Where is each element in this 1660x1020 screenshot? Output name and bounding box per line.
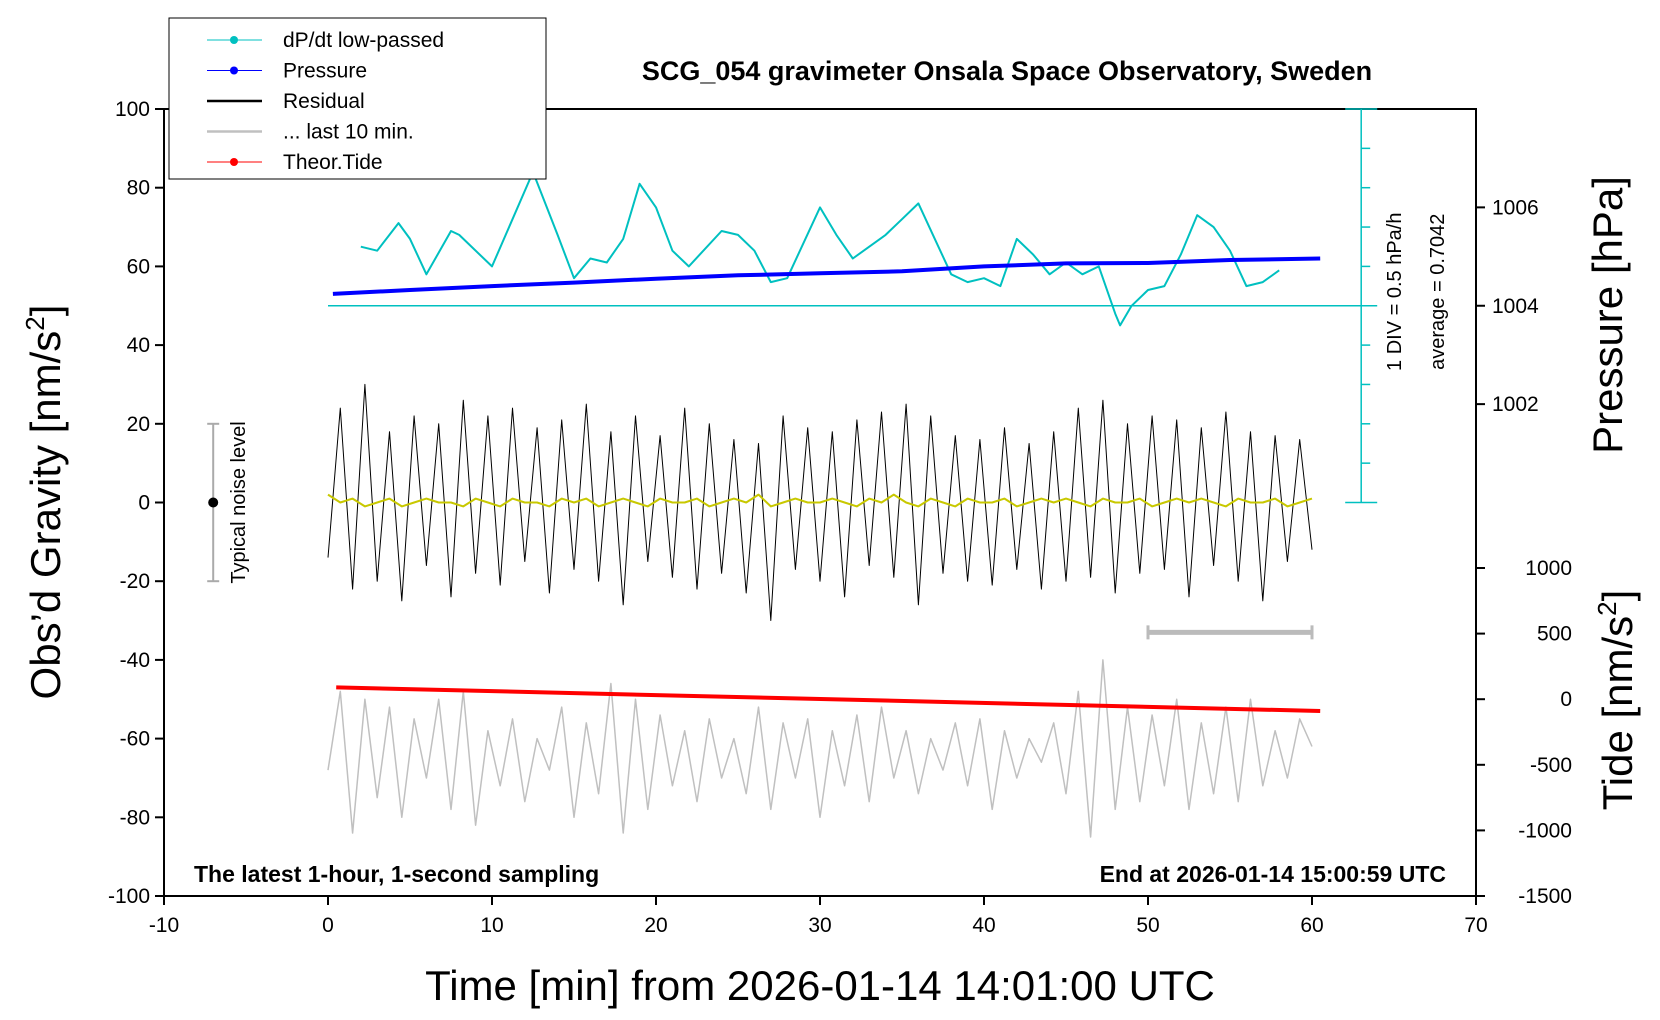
y-tick-label: -60 (120, 728, 150, 751)
legend-label: dP/dt low-passed (283, 29, 444, 52)
y-tick-label: 40 (127, 334, 150, 357)
legend-box (168, 17, 547, 180)
note-right: End at 2026-01-14 15:00:59 UTC (1100, 861, 1446, 887)
y3-tick-label: -1000 (1518, 819, 1572, 842)
note-left: The latest 1-hour, 1-second sampling (194, 861, 599, 887)
x-tick-label: 70 (1464, 914, 1487, 937)
x-tick-label: 10 (480, 914, 503, 937)
y3-tick-label: -500 (1530, 754, 1572, 777)
chart-title: SCG_054 gravimeter Onsala Space Observat… (642, 56, 1372, 86)
legend-label: Theor.Tide (283, 151, 383, 174)
y-tick-label: -80 (120, 806, 150, 829)
y-tick-label: 60 (127, 255, 150, 278)
y-tick-label: -100 (108, 885, 150, 908)
y-tick-label: 80 (127, 177, 150, 200)
x-tick-label: -10 (149, 914, 179, 937)
dpdt-div-label: 1 DIV = 0.5 hPa/h (1384, 213, 1406, 371)
x-axis-label: Time [min] from 2026-01-14 14:01:00 UTC (425, 962, 1215, 1009)
x-tick-label: 50 (1136, 914, 1159, 937)
noise-bar-center (208, 497, 219, 508)
legend: dP/dt low-passed Pressure Residual ... last… (168, 17, 547, 180)
series-line (360, 171, 1280, 327)
y3-tick-label: 1000 (1525, 557, 1572, 580)
y3-tick-label: -1500 (1518, 885, 1572, 908)
y-tick-label: 20 (127, 413, 150, 436)
legend-marker (230, 66, 238, 75)
x-tick-label: 30 (808, 914, 831, 937)
y3-axis-label-sup: 2 (1592, 601, 1622, 615)
y-axis-label-end: ] (22, 305, 69, 317)
series-line (327, 493, 1313, 508)
series-line (336, 685, 1321, 713)
y-axis-label: Obs’d Gravity [nm/s2] (20, 305, 69, 700)
x-tick-label: 20 (644, 914, 667, 937)
legend-marker (230, 158, 238, 166)
y2-tick-label: 1004 (1492, 295, 1539, 318)
y-tick-label: 0 (138, 492, 150, 515)
y2-tick-label: 1002 (1492, 393, 1539, 416)
noise-bar-label: Typical noise level (228, 421, 250, 583)
y3-axis-label-text: Tide [nm/s (1594, 616, 1641, 811)
y2-axis-label: Pressure [hPa] (1584, 176, 1631, 454)
y-tick-label: -20 (120, 570, 150, 593)
series-line (327, 383, 1313, 621)
y3-tick-label: 500 (1537, 623, 1572, 646)
dpdt-average-label: average = 0.7042 (1427, 214, 1449, 370)
x-tick-label: 60 (1300, 914, 1323, 937)
x-tick-label: 40 (972, 914, 995, 937)
legend-marker (230, 36, 238, 44)
y-axis-label-text: Obs’d Gravity [nm/s (22, 331, 69, 700)
y3-axis-label: Tide [nm/s2] (1592, 590, 1641, 811)
y-tick-label: 100 (115, 98, 150, 121)
y3-axis-label-end: ] (1594, 590, 1641, 602)
y-tick-label: -40 (120, 649, 150, 672)
series-line (327, 659, 1313, 838)
y2-tick-label: 1006 (1492, 196, 1539, 219)
x-tick-label: 0 (322, 914, 334, 937)
series-line (332, 256, 1321, 296)
legend-label: Pressure (283, 60, 367, 83)
legend-label: ... last 10 min. (283, 121, 414, 144)
y3-tick-label: 0 (1560, 688, 1572, 711)
legend-label: Residual (283, 90, 365, 113)
y-axis-label-sup: 2 (20, 316, 50, 330)
